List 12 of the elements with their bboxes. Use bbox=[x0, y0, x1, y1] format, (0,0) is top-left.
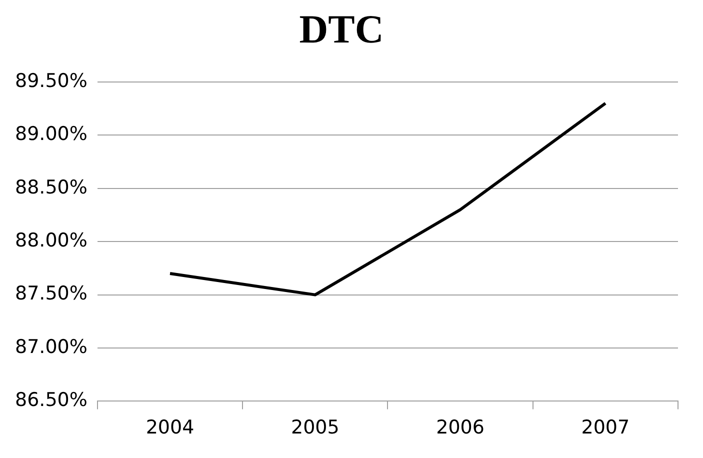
x-tick-label: 2005 bbox=[290, 416, 340, 439]
y-tick-label: 89.00% bbox=[14, 123, 88, 146]
y-tick-label: 87.00% bbox=[14, 336, 88, 358]
y-tick-label: 87.50% bbox=[14, 282, 88, 305]
y-tick-label: 86.50% bbox=[14, 389, 88, 412]
x-tick-label: 2004 bbox=[146, 416, 194, 439]
chart-title: DTC bbox=[299, 6, 384, 52]
x-tick-label: 2006 bbox=[436, 416, 484, 439]
y-tick-label: 88.00% bbox=[14, 230, 88, 252]
y-tick-label: 89.50% bbox=[14, 70, 88, 92]
x-tick-label: 2007 bbox=[581, 416, 630, 439]
y-tick-label: 88.50% bbox=[14, 176, 88, 198]
